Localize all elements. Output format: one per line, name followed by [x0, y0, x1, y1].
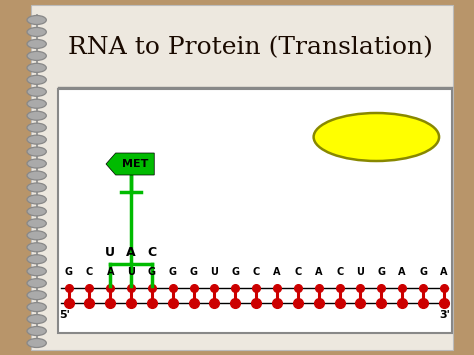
Text: C: C: [86, 267, 93, 277]
Text: G: G: [190, 267, 198, 277]
Ellipse shape: [27, 16, 46, 24]
Ellipse shape: [27, 87, 46, 96]
Text: G: G: [169, 267, 177, 277]
Text: 5': 5': [59, 310, 70, 320]
Text: A: A: [126, 246, 136, 259]
Text: C: C: [336, 267, 343, 277]
Ellipse shape: [27, 219, 46, 228]
Ellipse shape: [27, 135, 46, 144]
Ellipse shape: [27, 339, 46, 348]
Ellipse shape: [27, 327, 46, 335]
Text: A: A: [315, 267, 322, 277]
Ellipse shape: [314, 113, 439, 161]
Text: G: G: [377, 267, 385, 277]
Ellipse shape: [27, 123, 46, 132]
Text: U: U: [105, 246, 115, 259]
Ellipse shape: [27, 195, 46, 204]
Ellipse shape: [27, 171, 46, 180]
Text: G: G: [148, 267, 156, 277]
Ellipse shape: [27, 27, 46, 37]
Text: U: U: [127, 267, 135, 277]
Text: A: A: [273, 267, 281, 277]
Ellipse shape: [27, 99, 46, 108]
Ellipse shape: [27, 183, 46, 192]
Text: A: A: [399, 267, 406, 277]
Ellipse shape: [27, 147, 46, 156]
Ellipse shape: [27, 51, 46, 60]
Text: MET: MET: [122, 159, 148, 169]
Ellipse shape: [27, 231, 46, 240]
Text: A: A: [107, 267, 114, 277]
Text: C: C: [294, 267, 301, 277]
Ellipse shape: [27, 159, 46, 168]
Text: U: U: [356, 267, 365, 277]
Text: G: G: [64, 267, 73, 277]
Text: U: U: [210, 267, 219, 277]
Ellipse shape: [27, 39, 46, 48]
Ellipse shape: [27, 243, 46, 252]
Text: 3': 3': [439, 310, 450, 320]
Polygon shape: [106, 153, 154, 175]
Text: C: C: [253, 267, 260, 277]
FancyBboxPatch shape: [58, 89, 452, 333]
Ellipse shape: [27, 255, 46, 264]
Ellipse shape: [27, 315, 46, 323]
Ellipse shape: [27, 111, 46, 120]
Text: C: C: [147, 246, 156, 259]
Ellipse shape: [27, 279, 46, 288]
FancyBboxPatch shape: [31, 5, 453, 350]
Text: A: A: [440, 267, 447, 277]
Ellipse shape: [27, 302, 46, 312]
Ellipse shape: [27, 291, 46, 300]
Ellipse shape: [27, 75, 46, 84]
Ellipse shape: [27, 267, 46, 276]
Text: RNA to Protein (Translation): RNA to Protein (Translation): [68, 37, 433, 60]
Text: G: G: [419, 267, 427, 277]
Ellipse shape: [27, 207, 46, 216]
Ellipse shape: [27, 63, 46, 72]
Text: G: G: [231, 267, 239, 277]
